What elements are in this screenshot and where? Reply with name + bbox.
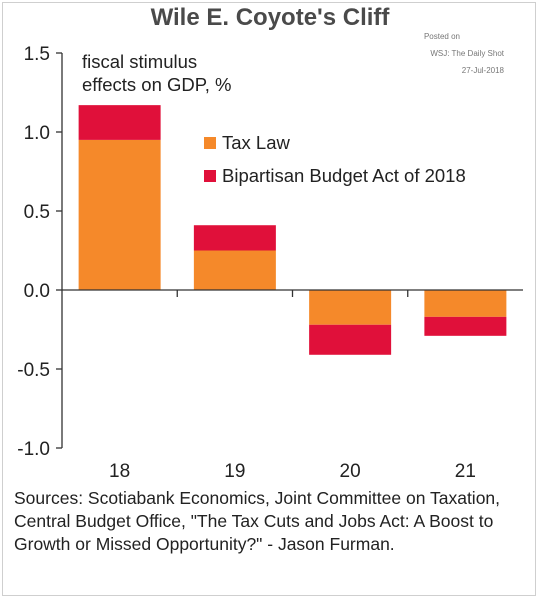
bar-tax-law-18 (78, 139, 161, 290)
chart-frame (2, 2, 536, 596)
y-tick-label: -0.5 (17, 360, 50, 381)
bar-budget-act-21 (424, 316, 507, 336)
y-tick-label: 1.0 (24, 123, 50, 144)
bar-tax-law-21 (424, 290, 507, 317)
x-tick-label: 20 (340, 461, 361, 482)
x-tick-label: 18 (109, 461, 130, 482)
posted-date: 27-Jul-2018 (461, 66, 504, 75)
posted-on-label: Posted on (423, 32, 460, 41)
posted-source: WSJ: The Daily Shot (430, 49, 504, 58)
y-tick-label: 0.5 (24, 202, 50, 223)
legend-swatch (204, 137, 216, 149)
x-tick-label: 21 (455, 461, 476, 482)
legend-label: Tax Law (222, 132, 291, 153)
chart-title: Wile E. Coyote's Cliff (150, 4, 390, 31)
posted-stamp: Posted on WSJ: The Daily Shot 27-Jul-201… (364, 28, 504, 79)
sources-note: Sources: Scotiabank Economics, Joint Com… (14, 488, 501, 554)
legend-swatch (204, 170, 216, 182)
y-tick-label: 1.5 (24, 44, 50, 65)
x-tick-label: 19 (224, 461, 245, 482)
y-tick-label: 0.0 (24, 281, 50, 302)
bar-tax-law-20 (309, 290, 392, 325)
units-annotation: fiscal stimulus (82, 51, 197, 72)
y-tick-label: -1.0 (17, 439, 50, 460)
units-annotation: effects on GDP, % (82, 74, 231, 95)
bar-budget-act-18 (78, 105, 161, 140)
bar-tax-law-19 (193, 250, 276, 290)
legend-label: Bipartisan Budget Act of 2018 (222, 165, 466, 186)
bar-budget-act-19 (193, 225, 276, 251)
bar-budget-act-20 (309, 324, 392, 355)
